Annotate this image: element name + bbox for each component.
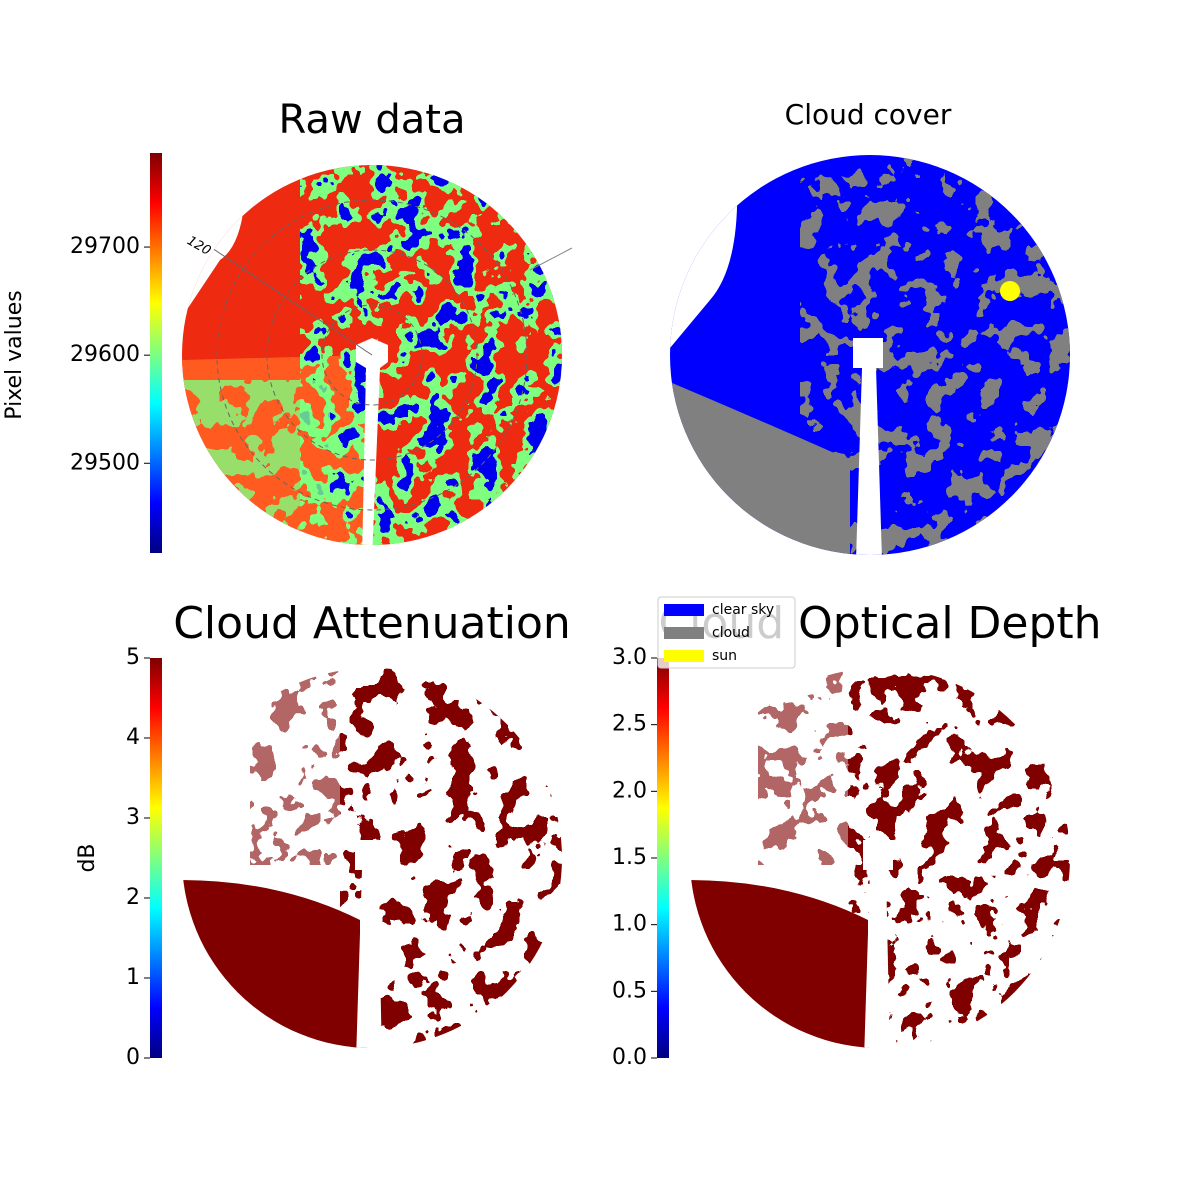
tick-label: 3	[126, 805, 140, 830]
cloud-cover-image	[670, 155, 1070, 555]
colorbar-label: Pixel values	[2, 290, 27, 419]
legend-label: sun	[712, 648, 737, 664]
tick-label: 0.0	[612, 1045, 647, 1070]
tick-label: 1.5	[612, 845, 647, 870]
panel-title: Cloud Attenuation	[173, 598, 571, 649]
tick-label: 29600	[70, 342, 140, 367]
raw-image	[182, 165, 562, 545]
tick-label: 4	[126, 725, 140, 750]
tick-label: 29500	[70, 450, 140, 475]
optical-depth-image	[690, 668, 1070, 1048]
tick-label: 1	[126, 965, 140, 990]
colorbar-label: dB	[75, 843, 100, 872]
tick-label: 0	[126, 1045, 140, 1070]
tick-label: 0.5	[612, 978, 647, 1003]
tick-label: 2.5	[612, 712, 647, 737]
attenuation-image	[182, 668, 562, 1048]
tick-label: 5	[126, 645, 140, 670]
colorbar	[150, 153, 162, 553]
tick-label: 29700	[70, 234, 140, 259]
legend-swatch	[664, 627, 704, 639]
legend-label: clear sky	[712, 602, 774, 618]
legend-swatch	[664, 650, 704, 662]
legend-label: cloud	[712, 625, 750, 641]
tick-label: 3.0	[612, 645, 647, 670]
panel-title: Cloud cover	[785, 98, 952, 131]
colorbar	[657, 658, 669, 1058]
panel-title: Raw data	[279, 97, 466, 143]
colorbar	[150, 658, 162, 1058]
annotation: 120	[184, 234, 213, 259]
tick-label: 2	[126, 885, 140, 910]
legend-swatch	[664, 604, 704, 616]
tick-label: 2.0	[612, 778, 647, 803]
tick-label: 1.0	[612, 912, 647, 937]
